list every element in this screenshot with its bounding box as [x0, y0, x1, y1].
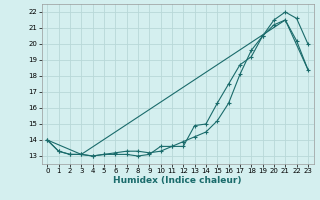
X-axis label: Humidex (Indice chaleur): Humidex (Indice chaleur): [113, 176, 242, 185]
